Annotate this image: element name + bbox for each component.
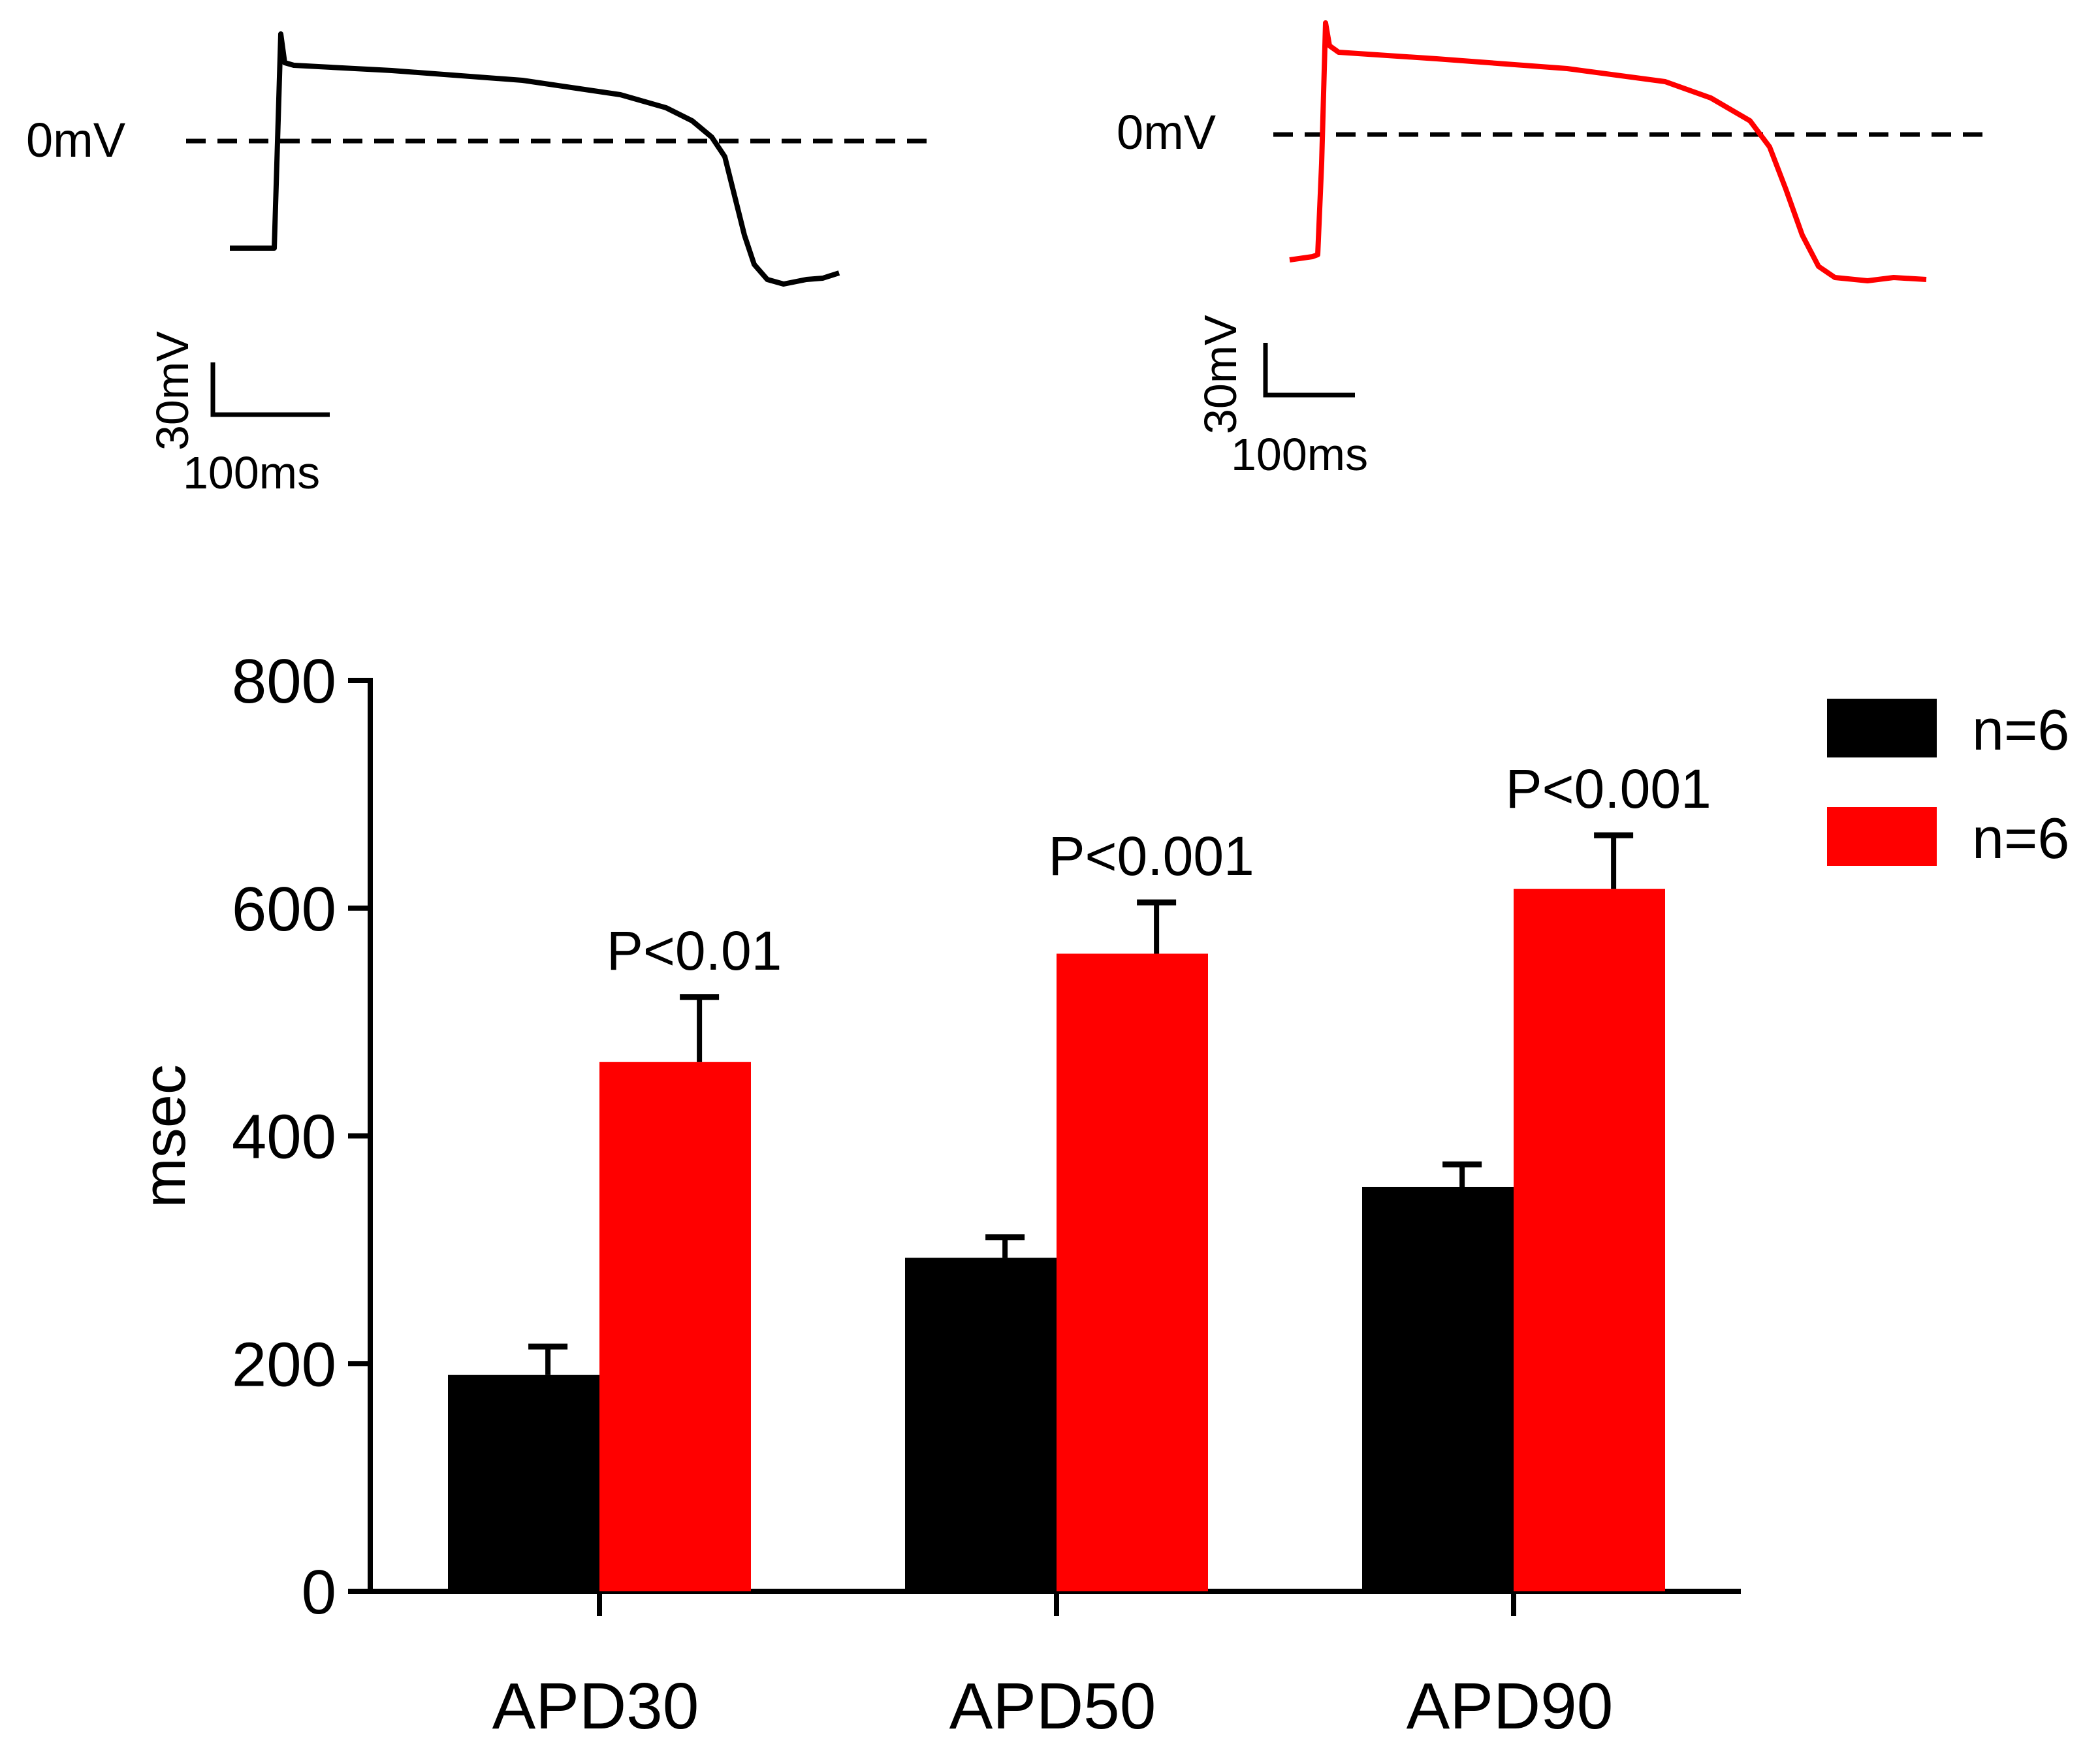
y-axis: 0 200 400 600 800 msec <box>131 646 373 1627</box>
y-tick-label: 200 <box>232 1329 336 1399</box>
legend: n=6 n=6 <box>1827 697 2069 870</box>
scale-voltage-label-black: 30mV <box>147 331 198 451</box>
bar-chart: 0 200 400 600 800 msec APD30 APD50 APD90 P<0.0… <box>131 646 2069 1743</box>
zero-label-red: 0mV <box>1117 105 1217 159</box>
bar-apd90-series-1 <box>1362 1186 1514 1591</box>
bar-apd30-series-2 <box>599 1062 751 1591</box>
bar-apd50-series-2 <box>1057 953 1208 1591</box>
bar-apd50-series-1 <box>905 1258 1057 1591</box>
x-tick-label-apd50: APD50 <box>949 1670 1156 1743</box>
bar-apd90-series-2 <box>1514 889 1665 1591</box>
scale-bar-black <box>210 362 330 417</box>
zero-label-black: 0mV <box>26 113 126 167</box>
y-axis-label: msec <box>131 1064 198 1208</box>
significance-label: P<0.001 <box>1048 825 1254 887</box>
y-tick-label: 400 <box>232 1102 336 1172</box>
y-tick-label: 0 <box>302 1557 336 1627</box>
trace-panel-black: 0mV 30mV 100ms <box>26 31 934 498</box>
scale-time-label-red: 100ms <box>1231 429 1368 480</box>
x-axis: APD30 APD50 APD90 <box>368 1589 1741 1743</box>
legend-swatch-series-2 <box>1827 807 1937 866</box>
legend-label-series-1: n=6 <box>1972 697 2069 762</box>
x-tick-label-apd30: APD30 <box>492 1670 699 1743</box>
action-potential-trace-red <box>1289 20 1927 283</box>
action-potential-trace-black <box>230 31 840 287</box>
legend-swatch-series-1 <box>1827 699 1937 757</box>
x-tick-label-apd90: APD90 <box>1407 1670 1614 1743</box>
significance-label: P<0.01 <box>607 920 782 981</box>
y-tick-label: 800 <box>232 646 336 716</box>
scale-voltage-label-red: 30mV <box>1195 315 1246 434</box>
trace-panel-red: 0mV 30mV 100ms <box>1117 20 1985 480</box>
scale-bar-red <box>1263 343 1355 398</box>
significance-label: P<0.001 <box>1505 758 1711 819</box>
legend-label-series-2: n=6 <box>1972 806 2069 870</box>
scale-time-label-black: 100ms <box>183 447 320 498</box>
y-tick-label: 600 <box>232 874 336 944</box>
bar-apd30-series-1 <box>448 1375 599 1591</box>
